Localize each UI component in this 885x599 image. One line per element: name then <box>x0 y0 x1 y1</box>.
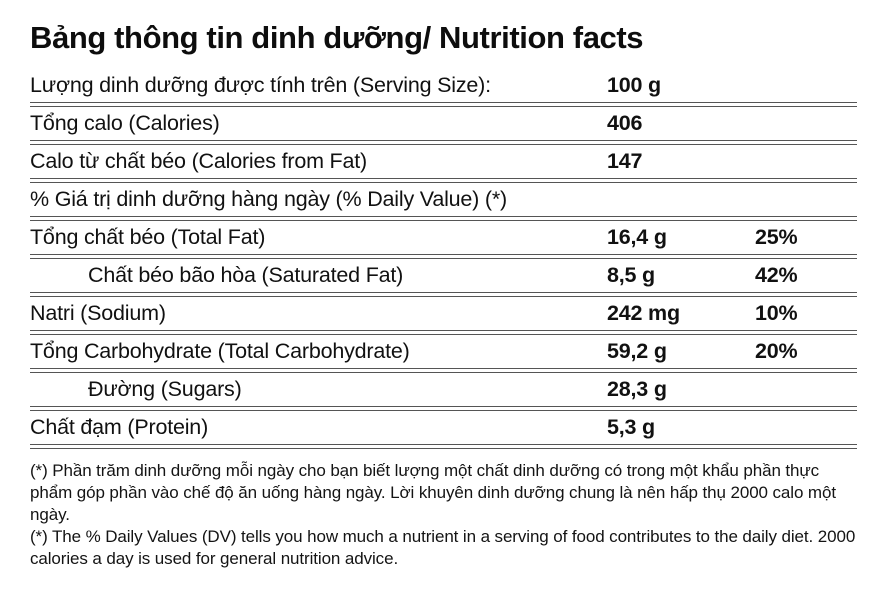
row-value: 28,3 g <box>607 377 667 401</box>
row-value: 8,5 g <box>607 263 655 287</box>
divider <box>30 368 857 373</box>
row-label: Tổng Carbohydrate (Total Carbohydrate) <box>30 339 410 363</box>
footnotes: (*) Phần trăm dinh dưỡng mỗi ngày cho bạ… <box>30 460 857 570</box>
row-value: 5,3 g <box>607 415 655 439</box>
footnote-english: (*) The % Daily Values (DV) tells you ho… <box>30 527 856 568</box>
row-value: 147 <box>607 149 643 173</box>
divider <box>30 444 857 449</box>
row-value: 59,2 g <box>607 339 667 363</box>
row-serving-size: Lượng dinh dưỡng được tính trên (Serving… <box>30 69 857 102</box>
row-label: Chất đạm (Protein) <box>30 415 209 439</box>
row-total-fat: Tổng chất béo (Total Fat) 16,4 g 25% <box>30 221 857 254</box>
row-calories: Tổng calo (Calories) 406 <box>30 107 857 140</box>
divider <box>30 216 857 221</box>
nutrition-table: Lượng dinh dưỡng được tính trên (Serving… <box>30 69 857 449</box>
divider <box>30 178 857 183</box>
row-sodium: Natri (Sodium) 242 mg 10% <box>30 297 857 330</box>
row-label: Calo từ chất béo (Calories from Fat) <box>30 149 367 173</box>
row-label: % Giá trị dinh dưỡng hàng ngày (% Daily … <box>30 187 507 211</box>
row-protein: Chất đạm (Protein) 5,3 g <box>30 411 857 444</box>
row-label: Đường (Sugars) <box>88 377 242 401</box>
page-title: Bảng thông tin dinh dưỡng/ Nutrition fac… <box>30 20 644 55</box>
divider <box>30 292 857 297</box>
divider <box>30 330 857 335</box>
row-label: Chất béo bão hòa (Saturated Fat) <box>88 263 404 287</box>
nutrition-label: Bảng thông tin dinh dưỡng/ Nutrition fac… <box>30 20 857 570</box>
row-total-carbohydrate: Tổng Carbohydrate (Total Carbohydrate) 5… <box>30 335 857 368</box>
row-value: 100 g <box>607 73 661 97</box>
divider <box>30 140 857 145</box>
row-percent: 25% <box>755 225 798 249</box>
row-value: 16,4 g <box>607 225 667 249</box>
divider <box>30 254 857 259</box>
divider <box>30 102 857 107</box>
row-calories-from-fat: Calo từ chất béo (Calories from Fat) 147 <box>30 145 857 178</box>
footnote-vietnamese: (*) Phần trăm dinh dưỡng mỗi ngày cho bạ… <box>30 461 836 524</box>
row-label: Tổng calo (Calories) <box>30 111 220 135</box>
row-value: 406 <box>607 111 643 135</box>
row-label: Tổng chất béo (Total Fat) <box>30 225 266 249</box>
row-value: 242 mg <box>607 301 680 325</box>
row-sugars: Đường (Sugars) 28,3 g <box>30 373 857 406</box>
divider <box>30 406 857 411</box>
row-percent: 20% <box>755 339 798 363</box>
row-percent: 10% <box>755 301 798 325</box>
row-daily-value-header: % Giá trị dinh dưỡng hàng ngày (% Daily … <box>30 183 857 216</box>
row-percent: 42% <box>755 263 798 287</box>
row-label: Lượng dinh dưỡng được tính trên (Serving… <box>30 73 491 97</box>
row-label: Natri (Sodium) <box>30 301 166 325</box>
row-saturated-fat: Chất béo bão hòa (Saturated Fat) 8,5 g 4… <box>30 259 857 292</box>
